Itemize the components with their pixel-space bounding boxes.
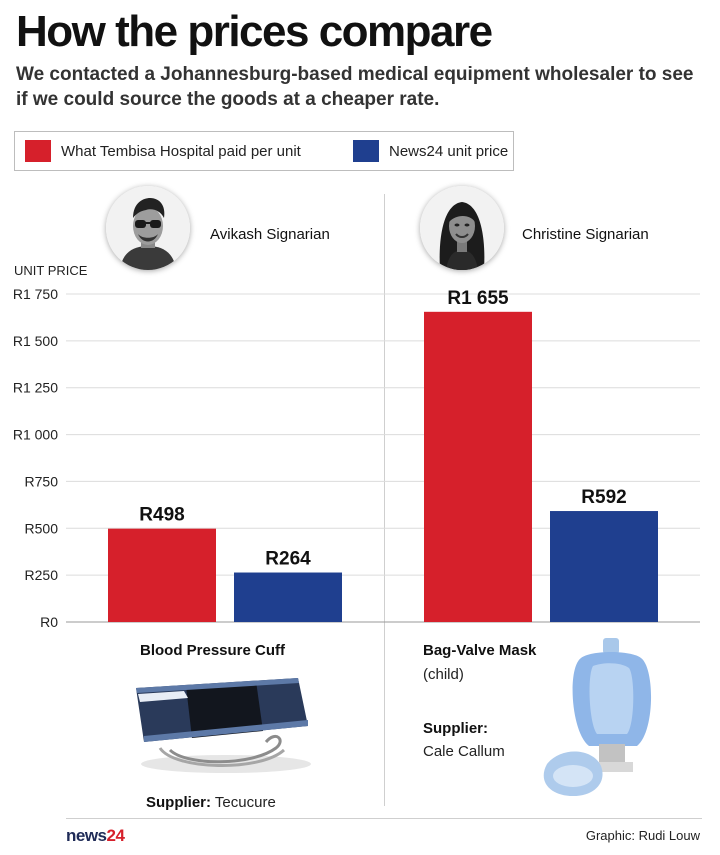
y-tick-label: R1 250 [13, 380, 58, 396]
person-name: Avikash Signarian [210, 226, 330, 243]
news24-logo: news24 [66, 826, 125, 846]
legend-swatch-red [25, 140, 51, 162]
legend-item-tembisa: What Tembisa Hospital paid per unit [25, 132, 301, 170]
bag-valve-mask-icon [533, 636, 673, 811]
woman-portrait-icon [420, 186, 504, 270]
y-tick-label: R1 000 [13, 427, 58, 443]
man-portrait-icon [106, 186, 190, 270]
y-tick-label: R1 750 [13, 286, 58, 302]
product-name-mask: Bag-Valve Mask [423, 642, 537, 659]
supplier-name-mask: Cale Callum [423, 743, 505, 760]
bar-chart: UNIT PRICE R0 R250 R500 R750 R1 000 R1 250 R1 5… [13, 263, 700, 630]
bar-value-label: R264 [265, 549, 311, 570]
bar [550, 511, 658, 622]
person-name: Christine Signarian [522, 226, 649, 243]
bar-value-label: R1 655 [447, 288, 509, 309]
y-tick-label: R250 [25, 567, 59, 583]
bar [108, 528, 216, 622]
page-subtitle: We contacted a Johannesburg-based medica… [16, 64, 694, 110]
y-tick-label: R1 500 [13, 333, 58, 349]
bar-value-label: R592 [581, 487, 626, 508]
legend-label: News24 unit price [389, 142, 509, 160]
y-axis-title: UNIT PRICE [14, 263, 88, 278]
legend-label: What Tembisa Hospital paid per unit [61, 142, 301, 160]
y-tick-label: R500 [25, 520, 59, 536]
product-subtitle-mask: (child) [423, 666, 464, 683]
footer-divider [66, 818, 702, 819]
bar-value-label: R498 [139, 505, 184, 526]
legend-item-news24: News24 unit price [353, 132, 508, 170]
y-tick-label: R0 [40, 614, 58, 630]
panel-divider [384, 194, 385, 806]
bar [234, 572, 342, 622]
legend: What Tembisa Hospital paid per unit News… [14, 131, 514, 171]
y-tick-label: R750 [25, 473, 59, 489]
bar [424, 311, 532, 622]
supplier-label-cuff: Supplier: [146, 794, 212, 811]
product-name-cuff: Blood Pressure Cuff [140, 642, 286, 659]
supplier-label-mask: Supplier: [423, 720, 489, 737]
brand-part: 24 [106, 826, 125, 845]
blood-pressure-cuff-icon [126, 672, 326, 782]
graphic-credit: Graphic: Rudi Louw [585, 828, 700, 843]
page-title: How the prices compare [16, 7, 493, 56]
legend-swatch-blue [353, 140, 379, 162]
brand-part: news [66, 826, 107, 845]
supplier-name-cuff: Tecucure [214, 794, 276, 811]
supplier-cuff: Supplier: Tecucure [146, 794, 276, 811]
